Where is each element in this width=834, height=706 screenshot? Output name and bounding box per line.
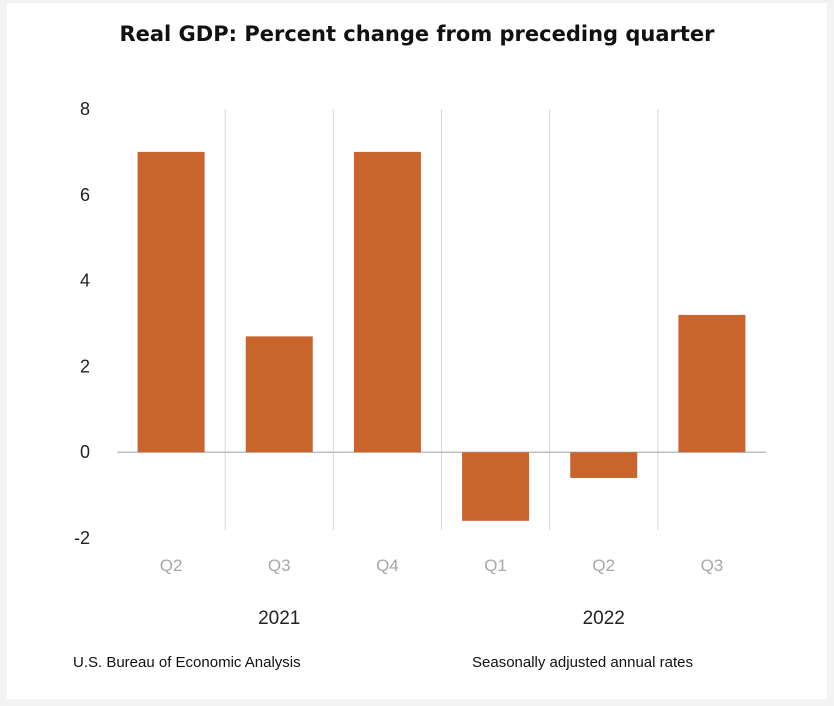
bar-q3-5 xyxy=(678,314,746,453)
x-tick-label: Q4 xyxy=(376,556,399,575)
bar-q1-3 xyxy=(462,452,530,521)
y-axis-ticks: 8 6 4 2 0 -2 xyxy=(74,99,90,548)
y-tick-label: 4 xyxy=(80,271,90,291)
rates-note: Seasonally adjusted annual rates xyxy=(472,654,693,671)
x-tick-label: Q3 xyxy=(701,556,724,575)
year-labels: 2021 2022 xyxy=(258,608,625,629)
bar-q3-1 xyxy=(245,336,313,453)
source-note: U.S. Bureau of Economic Analysis xyxy=(73,654,301,671)
year-label: 2021 xyxy=(258,608,300,629)
y-tick-label: 8 xyxy=(80,99,90,119)
x-tick-label: Q3 xyxy=(268,556,291,575)
x-tick-label: Q1 xyxy=(484,556,507,575)
x-tick-label: Q2 xyxy=(160,556,183,575)
y-tick-label: 0 xyxy=(80,442,90,462)
x-tick-label: Q2 xyxy=(592,556,615,575)
x-axis-ticks: Q2 Q3 Q4 Q1 Q2 Q3 xyxy=(160,556,724,575)
year-label: 2022 xyxy=(583,608,625,629)
category-separators xyxy=(224,109,659,530)
bar-q4-2 xyxy=(353,151,421,453)
y-tick-label: -2 xyxy=(74,528,90,548)
y-tick-label: 2 xyxy=(80,356,90,376)
bar-q2-4 xyxy=(570,452,638,478)
y-tick-label: 6 xyxy=(80,185,90,205)
bar-q2-0 xyxy=(137,151,205,453)
chart-title: Real GDP: Percent change from preceding … xyxy=(119,22,715,46)
bars xyxy=(137,151,746,521)
